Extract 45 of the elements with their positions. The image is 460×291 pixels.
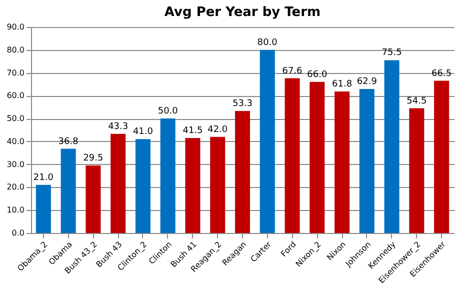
bar bbox=[235, 111, 250, 233]
data-label: 29.5 bbox=[83, 153, 104, 164]
data-label: 41.5 bbox=[182, 126, 203, 136]
bar bbox=[334, 92, 350, 233]
data-label: 41.0 bbox=[132, 127, 154, 138]
bar bbox=[185, 138, 200, 233]
bar bbox=[60, 148, 76, 233]
data-label: 61.8 bbox=[332, 80, 352, 90]
bar bbox=[160, 118, 176, 233]
bar bbox=[384, 60, 400, 233]
data-label: 54.5 bbox=[406, 96, 427, 106]
bar bbox=[284, 78, 300, 233]
bar bbox=[210, 136, 226, 233]
data-label: 36.8 bbox=[58, 136, 79, 147]
bar bbox=[36, 184, 51, 233]
chart-title: Avg Per Year by Term bbox=[164, 5, 321, 20]
data-label: 21.0 bbox=[33, 172, 54, 183]
y-tick-label: 60.0 bbox=[6, 91, 24, 100]
y-tick-label: 70.0 bbox=[6, 68, 24, 78]
y-tick-label: 40.0 bbox=[6, 136, 24, 146]
bar bbox=[260, 50, 275, 233]
bar bbox=[434, 80, 450, 233]
y-tick-label: 30.0 bbox=[6, 160, 24, 169]
data-label: 62.9 bbox=[356, 77, 378, 88]
data-label: 67.6 bbox=[282, 66, 303, 76]
y-tick-label: 0.0 bbox=[12, 228, 24, 238]
y-tick-label: 10.0 bbox=[6, 206, 24, 215]
data-label: 66.0 bbox=[307, 70, 328, 80]
y-tick-label: 80.0 bbox=[6, 45, 24, 54]
bar bbox=[135, 139, 150, 233]
data-label: 53.3 bbox=[232, 99, 253, 109]
bar bbox=[359, 89, 374, 233]
y-tick-label: 20.0 bbox=[6, 182, 24, 192]
data-label: 80.0 bbox=[257, 38, 278, 48]
data-label: 50.0 bbox=[158, 106, 178, 117]
data-label: 43.3 bbox=[108, 122, 128, 132]
bar bbox=[409, 108, 424, 233]
y-tick-label: 90.0 bbox=[6, 22, 24, 32]
bar bbox=[110, 134, 126, 233]
data-label: 75.5 bbox=[382, 48, 402, 58]
bar bbox=[86, 165, 101, 233]
data-label: 66.5 bbox=[432, 68, 452, 79]
y-tick-label: 50.0 bbox=[6, 114, 24, 124]
data-label: 42.0 bbox=[208, 124, 228, 135]
bar bbox=[310, 82, 325, 233]
